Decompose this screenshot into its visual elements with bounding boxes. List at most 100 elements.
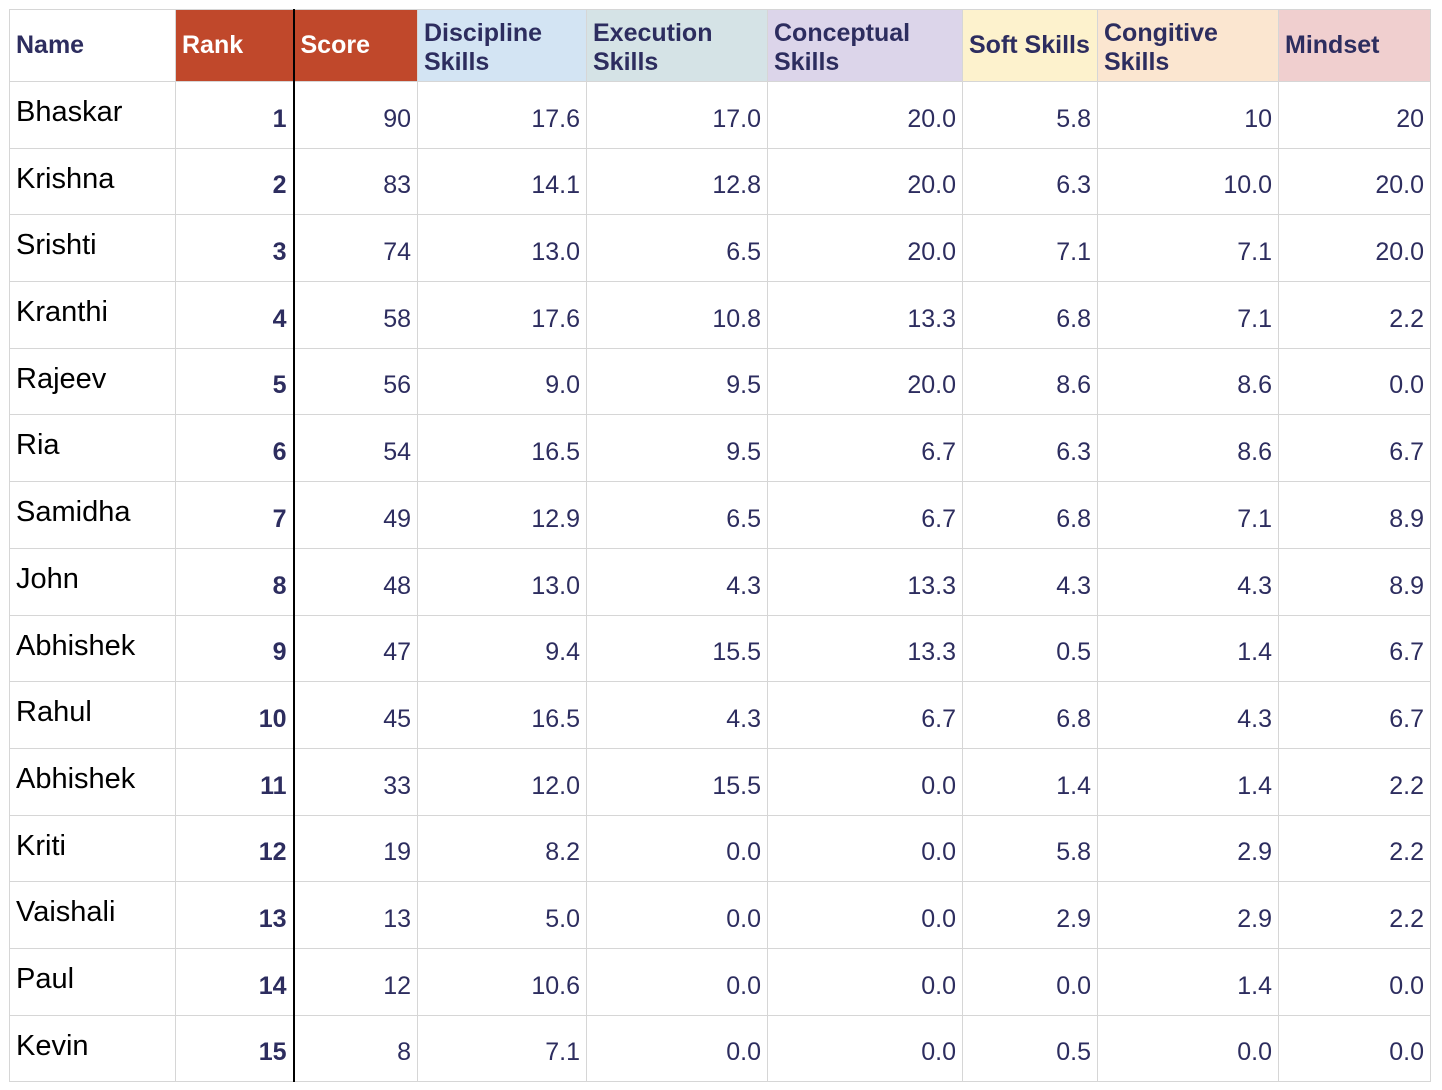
discipline-skills-cell[interactable]: 10.6	[417, 947, 587, 1016]
mindset-cell[interactable]: 0.0	[1278, 1014, 1431, 1083]
discipline-skills-cell[interactable]: 16.5	[417, 681, 587, 749]
soft-skills-cell[interactable]: 0.5	[962, 1014, 1098, 1083]
execution-skills-cell[interactable]: 12.8	[586, 147, 768, 216]
execution-skills-cell[interactable]: 6.5	[586, 214, 768, 283]
discipline-skills-cell[interactable]: 7.1	[417, 1014, 587, 1083]
discipline-skills-cell[interactable]: 14.1	[417, 147, 587, 216]
rank-cell[interactable]: 7	[175, 481, 295, 549]
soft-skills-cell[interactable]: 6.3	[962, 147, 1098, 216]
score-cell[interactable]: 47	[293, 614, 418, 683]
score-cell[interactable]: 13	[293, 881, 418, 949]
conceptual-skills-cell[interactable]: 20.0	[767, 347, 963, 416]
cognitive-skills-cell[interactable]: 7.1	[1097, 481, 1279, 549]
name-cell[interactable]: Abhishek	[9, 747, 176, 816]
mindset-cell[interactable]: 20	[1278, 81, 1431, 149]
mindset-cell[interactable]: 0.0	[1278, 347, 1431, 416]
execution-skills-cell[interactable]: 4.3	[586, 681, 768, 749]
header-cognitive-skills[interactable]: Congitive Skills	[1097, 9, 1279, 82]
soft-skills-cell[interactable]: 2.9	[962, 881, 1098, 949]
name-cell[interactable]: Kevin	[9, 1014, 176, 1083]
name-cell[interactable]: Srishti	[9, 214, 176, 283]
conceptual-skills-cell[interactable]: 20.0	[767, 147, 963, 216]
conceptual-skills-cell[interactable]: 0.0	[767, 947, 963, 1016]
score-cell[interactable]: 33	[293, 747, 418, 816]
discipline-skills-cell[interactable]: 16.5	[417, 414, 587, 483]
conceptual-skills-cell[interactable]: 6.7	[767, 414, 963, 483]
mindset-cell[interactable]: 8.9	[1278, 547, 1431, 616]
mindset-cell[interactable]: 6.7	[1278, 681, 1431, 749]
conceptual-skills-cell[interactable]: 6.7	[767, 681, 963, 749]
rank-cell[interactable]: 1	[175, 81, 295, 149]
name-cell[interactable]: Krishna	[9, 147, 176, 216]
mindset-cell[interactable]: 2.2	[1278, 881, 1431, 949]
rank-cell[interactable]: 5	[175, 347, 295, 416]
score-cell[interactable]: 74	[293, 214, 418, 283]
cognitive-skills-cell[interactable]: 10	[1097, 81, 1279, 149]
mindset-cell[interactable]: 2.2	[1278, 281, 1431, 349]
rank-cell[interactable]: 9	[175, 614, 295, 683]
mindset-cell[interactable]: 8.9	[1278, 481, 1431, 549]
execution-skills-cell[interactable]: 17.0	[586, 81, 768, 149]
soft-skills-cell[interactable]: 5.8	[962, 814, 1098, 883]
score-cell[interactable]: 90	[293, 81, 418, 149]
rank-cell[interactable]: 15	[175, 1014, 295, 1083]
execution-skills-cell[interactable]: 0.0	[586, 1014, 768, 1083]
header-soft-skills[interactable]: Soft Skills	[962, 9, 1098, 82]
conceptual-skills-cell[interactable]: 6.7	[767, 481, 963, 549]
soft-skills-cell[interactable]: 6.3	[962, 414, 1098, 483]
cognitive-skills-cell[interactable]: 0.0	[1097, 1014, 1279, 1083]
execution-skills-cell[interactable]: 4.3	[586, 547, 768, 616]
header-rank[interactable]: Rank	[175, 9, 295, 82]
execution-skills-cell[interactable]: 9.5	[586, 414, 768, 483]
conceptual-skills-cell[interactable]: 13.3	[767, 281, 963, 349]
soft-skills-cell[interactable]: 8.6	[962, 347, 1098, 416]
discipline-skills-cell[interactable]: 12.9	[417, 481, 587, 549]
name-cell[interactable]: Kriti	[9, 814, 176, 883]
discipline-skills-cell[interactable]: 17.6	[417, 81, 587, 149]
execution-skills-cell[interactable]: 15.5	[586, 747, 768, 816]
rank-cell[interactable]: 11	[175, 747, 295, 816]
rank-cell[interactable]: 3	[175, 214, 295, 283]
cognitive-skills-cell[interactable]: 4.3	[1097, 547, 1279, 616]
mindset-cell[interactable]: 20.0	[1278, 214, 1431, 283]
soft-skills-cell[interactable]: 1.4	[962, 747, 1098, 816]
cognitive-skills-cell[interactable]: 4.3	[1097, 681, 1279, 749]
header-name[interactable]: Name	[9, 9, 176, 82]
soft-skills-cell[interactable]: 7.1	[962, 214, 1098, 283]
conceptual-skills-cell[interactable]: 0.0	[767, 881, 963, 949]
score-cell[interactable]: 54	[293, 414, 418, 483]
rank-cell[interactable]: 4	[175, 281, 295, 349]
header-execution-skills[interactable]: Execution Skills	[586, 9, 768, 82]
header-score[interactable]: Score	[293, 9, 418, 82]
mindset-cell[interactable]: 2.2	[1278, 747, 1431, 816]
cognitive-skills-cell[interactable]: 2.9	[1097, 881, 1279, 949]
cognitive-skills-cell[interactable]: 1.4	[1097, 947, 1279, 1016]
rank-cell[interactable]: 10	[175, 681, 295, 749]
execution-skills-cell[interactable]: 0.0	[586, 881, 768, 949]
rank-cell[interactable]: 6	[175, 414, 295, 483]
cognitive-skills-cell[interactable]: 1.4	[1097, 614, 1279, 683]
conceptual-skills-cell[interactable]: 13.3	[767, 614, 963, 683]
score-cell[interactable]: 45	[293, 681, 418, 749]
discipline-skills-cell[interactable]: 8.2	[417, 814, 587, 883]
cognitive-skills-cell[interactable]: 8.6	[1097, 347, 1279, 416]
mindset-cell[interactable]: 2.2	[1278, 814, 1431, 883]
discipline-skills-cell[interactable]: 12.0	[417, 747, 587, 816]
rank-cell[interactable]: 13	[175, 881, 295, 949]
rank-cell[interactable]: 2	[175, 147, 295, 216]
header-discipline-skills[interactable]: Discipline Skills	[417, 9, 587, 82]
execution-skills-cell[interactable]: 0.0	[586, 814, 768, 883]
name-cell[interactable]: Samidha	[9, 481, 176, 549]
mindset-cell[interactable]: 6.7	[1278, 614, 1431, 683]
score-cell[interactable]: 49	[293, 481, 418, 549]
name-cell[interactable]: Paul	[9, 947, 176, 1016]
score-cell[interactable]: 8	[293, 1014, 418, 1083]
discipline-skills-cell[interactable]: 13.0	[417, 214, 587, 283]
soft-skills-cell[interactable]: 6.8	[962, 481, 1098, 549]
mindset-cell[interactable]: 0.0	[1278, 947, 1431, 1016]
conceptual-skills-cell[interactable]: 20.0	[767, 214, 963, 283]
score-cell[interactable]: 48	[293, 547, 418, 616]
name-cell[interactable]: Rajeev	[9, 347, 176, 416]
execution-skills-cell[interactable]: 0.0	[586, 947, 768, 1016]
name-cell[interactable]: Rahul	[9, 681, 176, 749]
